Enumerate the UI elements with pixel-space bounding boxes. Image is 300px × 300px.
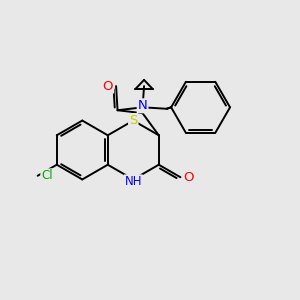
Text: Cl: Cl: [41, 169, 53, 182]
Text: O: O: [183, 171, 194, 184]
Text: S: S: [129, 114, 137, 127]
Text: O: O: [103, 80, 113, 93]
Text: N: N: [138, 99, 148, 112]
Text: NH: NH: [124, 175, 142, 188]
